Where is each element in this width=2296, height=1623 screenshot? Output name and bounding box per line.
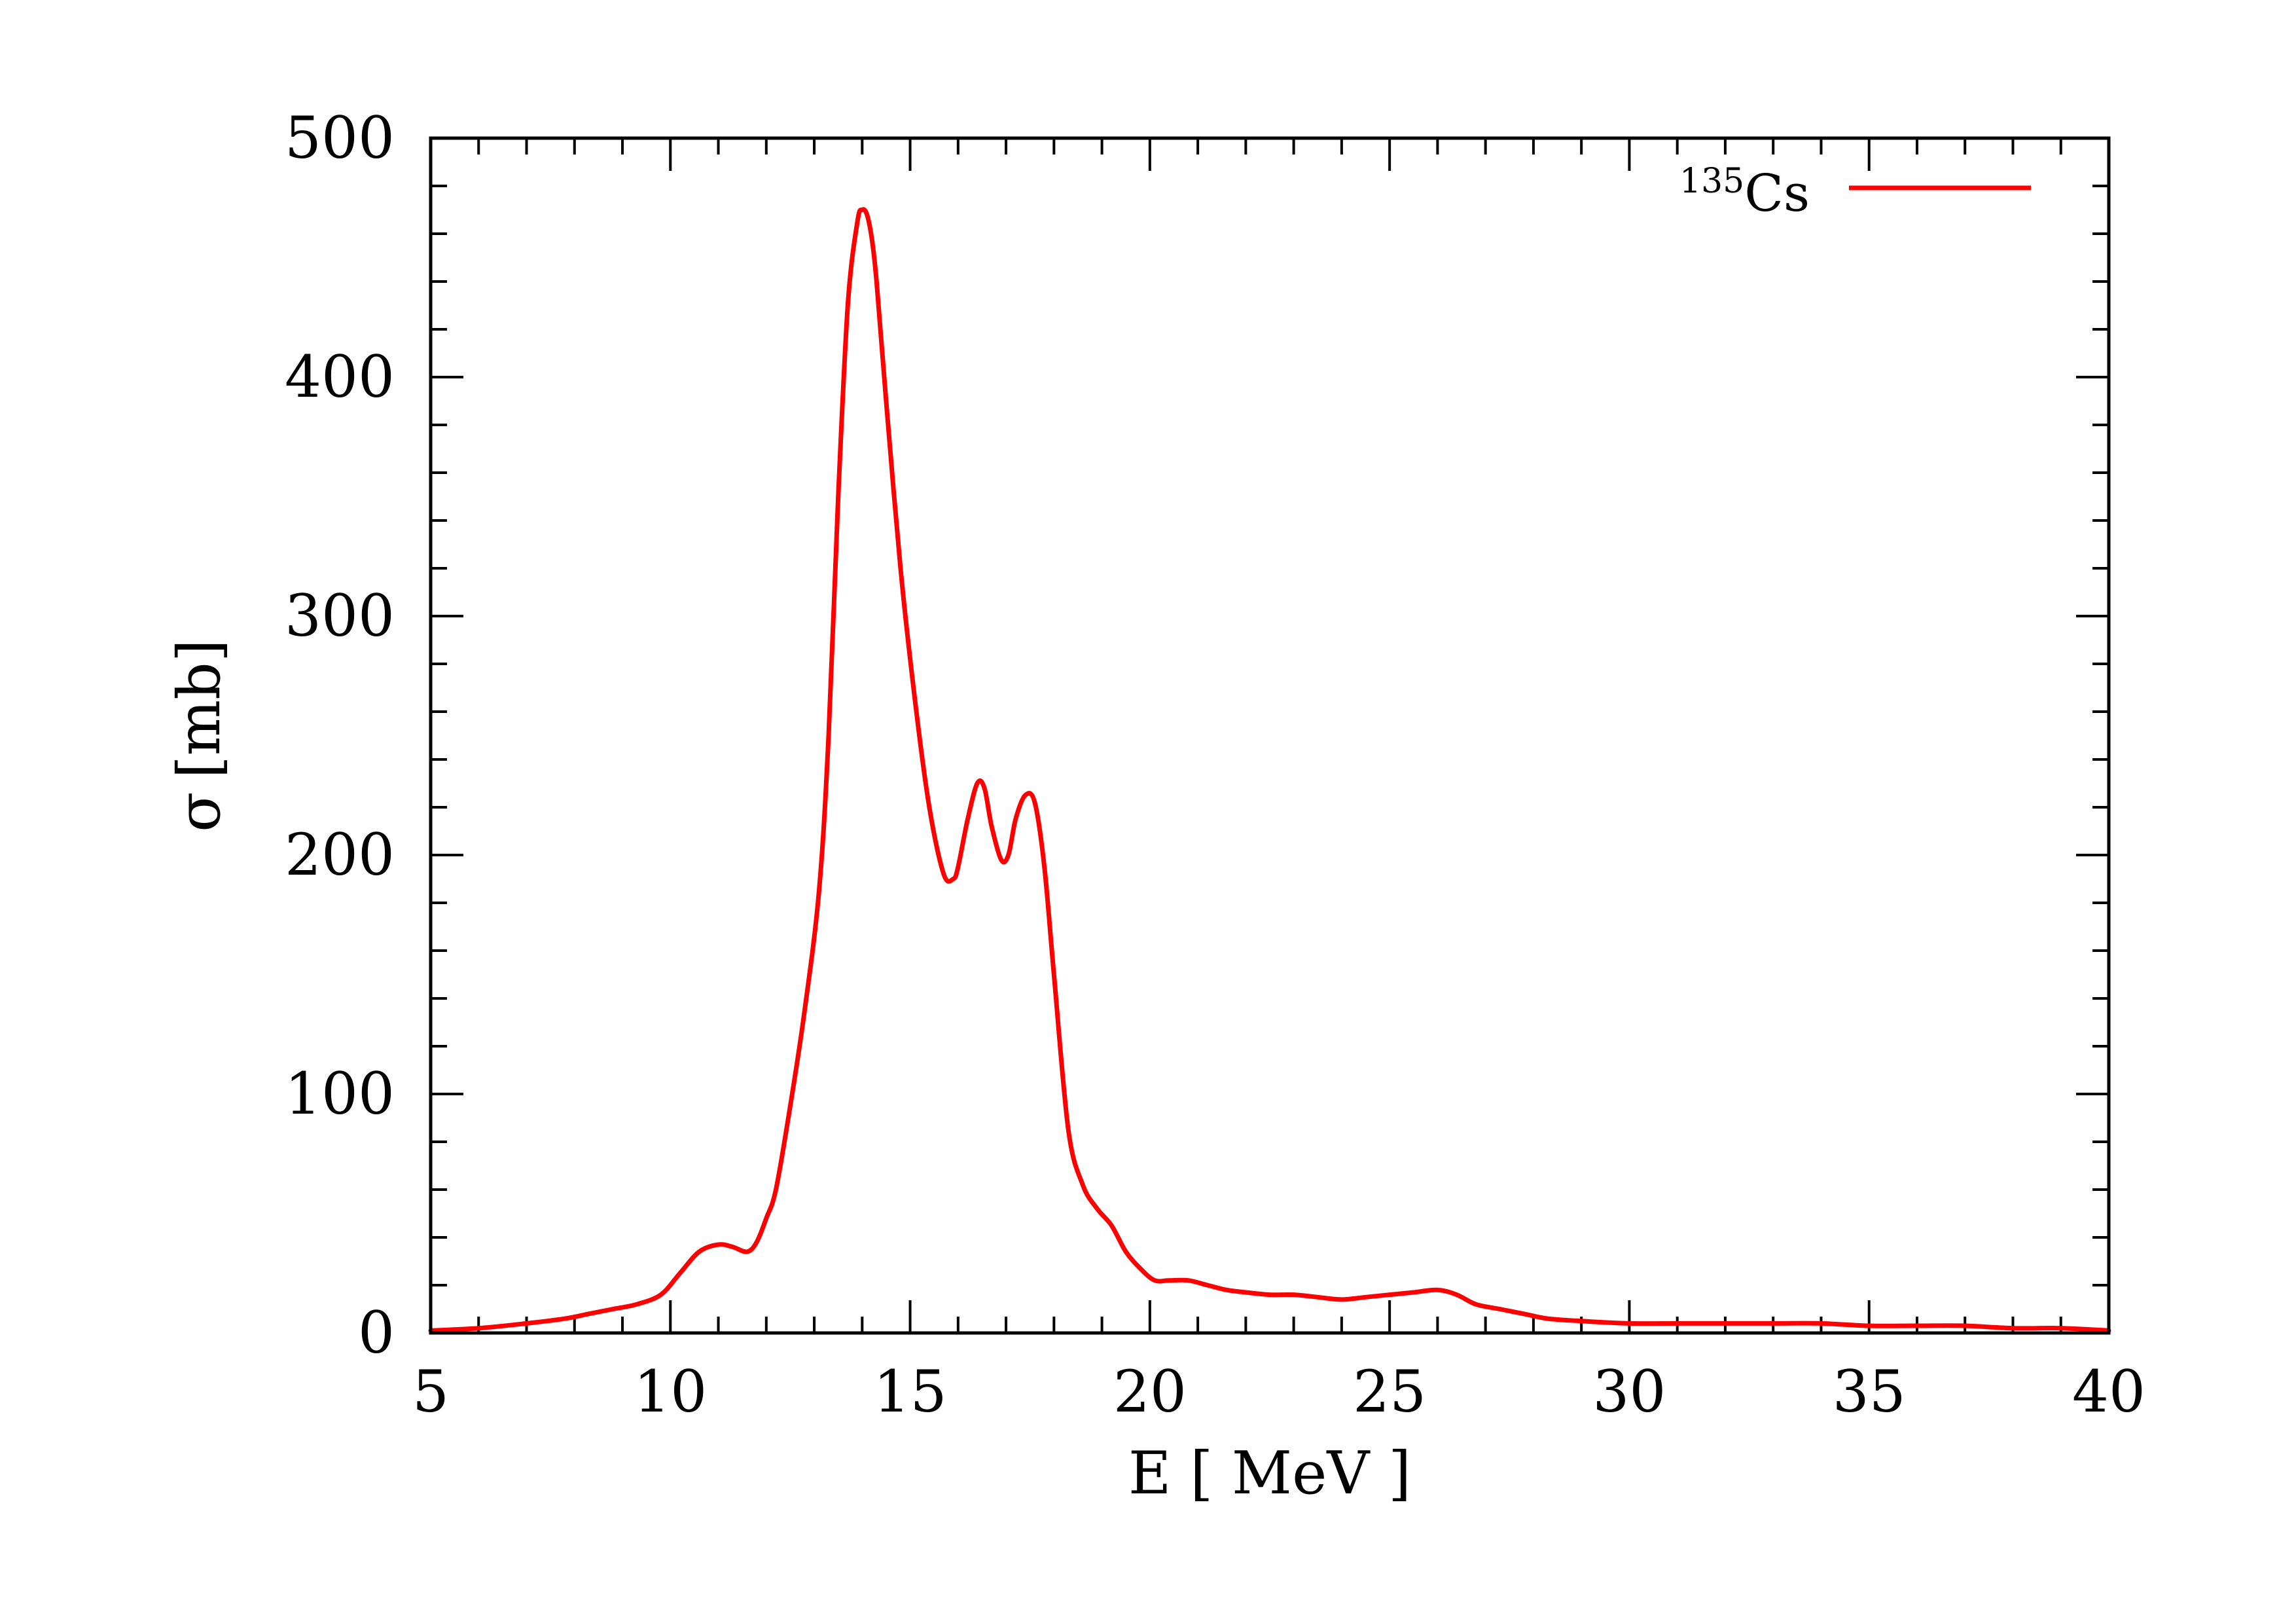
y-tick-label: 400 [285,343,395,410]
y-tick-label: 0 [358,1299,395,1366]
x-tick-label: 25 [1353,1358,1426,1425]
x-tick-label: 40 [2072,1358,2145,1425]
y-axis-unit: [mb] [165,639,234,778]
legend: 135Cs [1679,162,2031,223]
major-ticks [429,137,2110,1334]
series-line-cs135 [428,207,2111,1333]
x-tick-label: 5 [412,1358,449,1425]
minor-ticks [431,138,2109,1333]
legend-main: Cs [1744,164,1810,223]
x-axis-title: E [ MeV ] [1128,1439,1411,1508]
x-tick-label: 15 [874,1358,947,1425]
y-axis-symbol: σ [165,792,234,831]
y-axis-title: σ [mb] [165,639,234,832]
legend-superscript: 135 [1679,162,1744,201]
x-tick-labels: 5 10 15 20 25 30 35 40 [412,1358,2145,1425]
y-tick-label: 200 [285,821,395,888]
y-tick-label: 500 [285,104,395,172]
y-tick-label: 100 [285,1060,395,1127]
x-tick-label: 10 [634,1358,707,1425]
svg-text:σ[mb]: σ [mb] [165,639,234,832]
y-tick-labels: 0 100 200 300 400 500 [285,104,395,1366]
plot-frame [429,136,2111,1335]
x-tick-label: 30 [1592,1358,1666,1425]
x-tick-label: 20 [1113,1358,1187,1425]
y-tick-label: 300 [285,582,395,649]
legend-label: 135Cs [1679,162,1810,223]
x-tick-label: 35 [1833,1358,1906,1425]
